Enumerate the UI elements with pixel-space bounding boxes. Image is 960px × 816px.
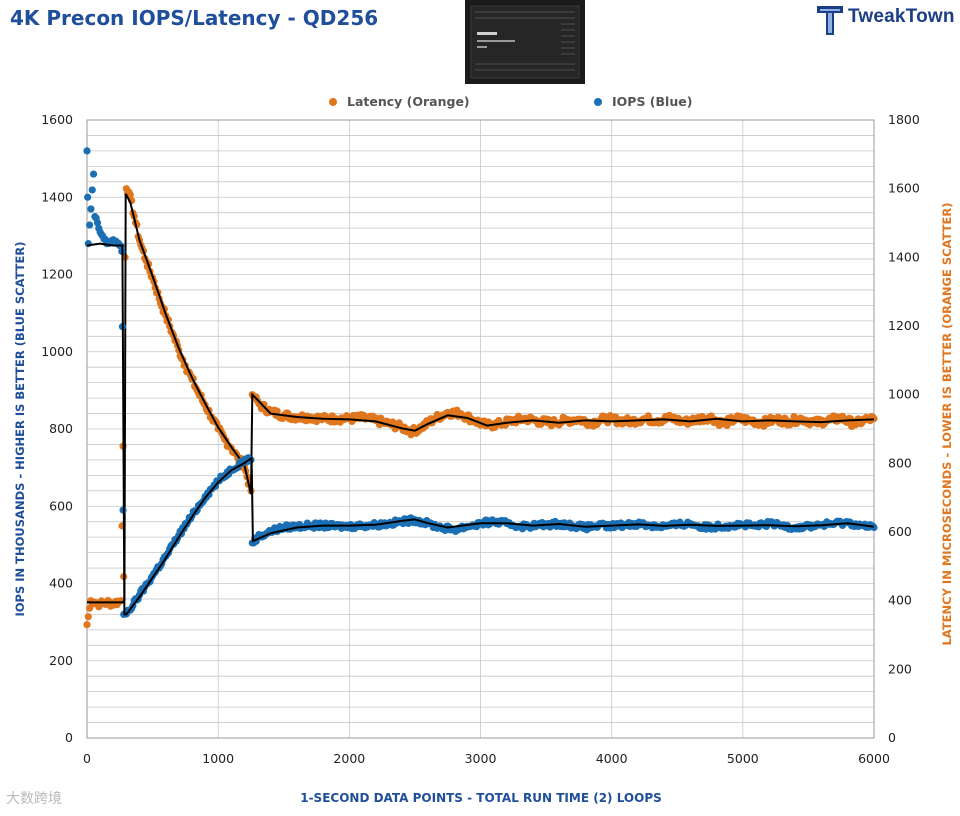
scatter-point — [83, 621, 91, 629]
y-right-tick-label: 1400 — [888, 249, 920, 264]
scatter-point — [870, 415, 878, 423]
scatter-point — [87, 205, 95, 213]
average-line — [86, 242, 875, 616]
scatter-point — [126, 191, 134, 199]
tweaktown-logo-icon — [817, 6, 843, 35]
y-left-tick-label: 200 — [49, 653, 73, 668]
y-right-tick-label: 1800 — [888, 112, 920, 127]
plot-border — [86, 119, 875, 739]
x-tick-label: 5000 — [727, 751, 759, 766]
chart-grid — [86, 119, 875, 739]
iops-series — [83, 147, 878, 619]
legend-marker — [594, 98, 602, 106]
x-tick-label: 4000 — [596, 751, 628, 766]
scatter-point — [88, 186, 96, 194]
scatter-point — [84, 613, 92, 621]
tweaktown-logo — [817, 6, 843, 35]
y-left-tick-label: 1200 — [41, 267, 73, 282]
scatter-point — [84, 193, 92, 201]
y-right-tick-label: 600 — [888, 524, 912, 539]
y-right-tick-label: 400 — [888, 593, 912, 608]
scatter-point — [260, 400, 268, 409]
latency-series — [83, 185, 878, 629]
chart-title: 4K Precon IOPS/Latency - QD256 — [10, 6, 379, 30]
scatter-point — [83, 147, 91, 155]
y-left-axis-title: IOPS IN THOUSANDS - HIGHER IS BETTER (BL… — [13, 242, 27, 617]
y-right-tick-label: 1200 — [888, 318, 920, 333]
brand-name: TweakTown — [848, 6, 955, 27]
legend-marker — [329, 98, 337, 106]
x-tick-label: 1000 — [202, 751, 234, 766]
legend-label: Latency (Orange) — [347, 94, 470, 109]
y-right-axis-title: LATENCY IN MICROSECONDS - LOWER IS BETTE… — [940, 202, 954, 645]
y-right-tick-label: 800 — [888, 455, 912, 470]
y-right-tick-label: 1000 — [888, 387, 920, 402]
legend-label: IOPS (Blue) — [612, 94, 692, 109]
ssd-product-image — [465, 0, 585, 84]
y-left-tick-label: 800 — [49, 421, 73, 436]
y-right-tick-label: 1600 — [888, 181, 920, 196]
y-left-tick-label: 400 — [49, 576, 73, 591]
x-tick-label: 6000 — [858, 751, 890, 766]
y-left-tick-label: 1400 — [41, 189, 73, 204]
average-line — [87, 193, 875, 604]
y-left-tick-label: 1000 — [41, 344, 73, 359]
chart-axes: 0 200 400 600 800 1000 1200 1400 1600 0 200 400 600 8… — [13, 112, 954, 805]
chart-legend: Latency (Orange) IOPS (Blue) — [329, 94, 692, 109]
x-tick-label: 0 — [83, 751, 91, 766]
x-tick-label: 2000 — [333, 751, 365, 766]
y-left-tick-label: 1600 — [41, 112, 73, 127]
y-right-tick-label: 200 — [888, 661, 912, 676]
scatter-point — [86, 221, 94, 229]
y-left-tick-label: 600 — [49, 498, 73, 513]
scatter-point — [89, 170, 98, 178]
y-left-tick-label: 0 — [65, 730, 73, 745]
scatter-point — [870, 523, 878, 532]
scatter-point — [723, 421, 731, 430]
x-axis-title: 1-SECOND DATA POINTS - TOTAL RUN TIME (2… — [300, 791, 662, 805]
y-right-tick-label: 0 — [888, 730, 896, 745]
scatter-point — [93, 219, 102, 227]
chart-series — [83, 147, 878, 629]
x-tick-label: 3000 — [465, 751, 497, 766]
watermark-text: 大数跨境 — [6, 791, 62, 807]
